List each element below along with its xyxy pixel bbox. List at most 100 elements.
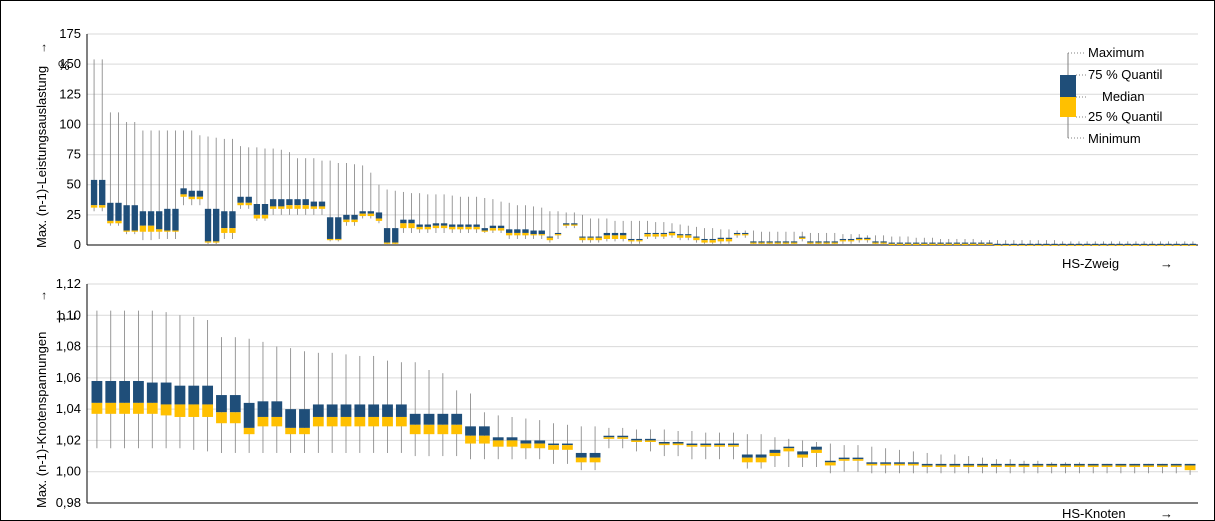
box-47	[465, 196, 472, 233]
ytick-label: 75	[67, 147, 81, 162]
lower-box	[990, 465, 1002, 468]
box-73	[676, 224, 684, 241]
upper-box	[733, 232, 741, 235]
box-4	[115, 112, 122, 226]
ytick-label: 0,98	[56, 495, 81, 510]
lower-box	[382, 416, 393, 427]
lower-box	[831, 242, 838, 244]
box-6	[160, 312, 172, 449]
upper-box	[847, 238, 855, 241]
upper-box	[147, 211, 155, 226]
upper-box	[888, 242, 895, 244]
lower-box	[589, 457, 601, 463]
box-29	[478, 412, 490, 460]
box-49	[481, 197, 488, 233]
box-10	[164, 130, 171, 239]
upper-box	[561, 443, 573, 446]
upper-box	[548, 443, 559, 446]
upper-box	[766, 241, 773, 243]
box-27	[451, 390, 463, 457]
lower-box	[534, 443, 546, 449]
upper-box	[538, 230, 545, 235]
lower-box	[929, 243, 936, 245]
lower-box	[807, 242, 814, 244]
box-46	[714, 432, 726, 460]
upper-box	[1101, 463, 1113, 466]
box-79	[725, 229, 733, 244]
legend: Maximum 75 % Quantil Median 25 % Quantil…	[1060, 45, 1163, 146]
upper-box	[465, 426, 476, 436]
upper-box	[717, 237, 725, 239]
upper-box	[741, 454, 753, 458]
lower-box	[245, 202, 252, 206]
lower-box	[146, 402, 158, 414]
upper-box	[115, 202, 122, 221]
lower-box	[1083, 245, 1091, 246]
box-29	[318, 160, 326, 215]
box-33	[534, 420, 546, 460]
lower-box	[1100, 245, 1107, 246]
legend-lower-box	[1060, 97, 1076, 117]
lower-box	[838, 459, 850, 461]
box-92	[831, 232, 838, 245]
lower-box	[1165, 245, 1172, 246]
upper-box	[907, 462, 919, 464]
box-7	[174, 315, 186, 449]
lower-box	[953, 243, 961, 245]
upper-box	[1032, 463, 1044, 466]
box-106	[945, 238, 952, 245]
box-101	[904, 236, 912, 245]
upper-box	[478, 426, 490, 436]
box-48	[473, 196, 480, 233]
box-15	[285, 348, 297, 453]
lower-box	[478, 435, 490, 444]
lower-box	[866, 463, 878, 466]
lower-box	[1026, 245, 1034, 246]
lower-box	[774, 242, 781, 244]
box-32	[343, 163, 350, 226]
box-36	[575, 426, 587, 471]
box-12	[180, 130, 187, 206]
box-49	[755, 434, 767, 469]
upper-box	[326, 404, 338, 417]
box-52	[506, 202, 513, 239]
box-34	[359, 165, 366, 219]
upper-box	[961, 242, 969, 244]
lower-box	[1060, 465, 1071, 468]
lower-box	[1067, 245, 1075, 246]
box-75	[1115, 463, 1127, 474]
box-39	[617, 427, 629, 449]
box-123	[1083, 241, 1091, 246]
upper-box	[782, 241, 790, 243]
lower-box	[392, 242, 399, 244]
box-43	[432, 194, 440, 233]
upper-box	[652, 232, 659, 235]
box-50	[489, 199, 497, 233]
lower-box	[977, 465, 988, 468]
lower-box	[351, 219, 358, 223]
upper-box	[318, 201, 326, 207]
upper-box	[156, 211, 163, 230]
lower-box	[294, 205, 301, 209]
upper-box	[105, 380, 117, 403]
lower-box	[907, 463, 919, 466]
upper-box	[658, 441, 670, 444]
box-2	[105, 310, 117, 449]
box-114	[1010, 240, 1018, 246]
upper-box	[1140, 243, 1148, 245]
upper-box	[1083, 243, 1091, 245]
upper-box	[497, 225, 505, 229]
box-37	[589, 426, 601, 471]
box-75	[693, 226, 700, 243]
upper-box	[174, 385, 186, 405]
upper-box	[310, 201, 318, 207]
box-19	[340, 354, 352, 453]
lower-box	[619, 235, 627, 239]
lower-box	[520, 443, 532, 449]
upper-box	[457, 224, 464, 227]
lower-box	[278, 206, 285, 209]
upper-box	[294, 199, 301, 206]
upper-box	[216, 395, 227, 413]
lower-box	[335, 238, 342, 241]
ytick-label: 0	[74, 237, 81, 252]
